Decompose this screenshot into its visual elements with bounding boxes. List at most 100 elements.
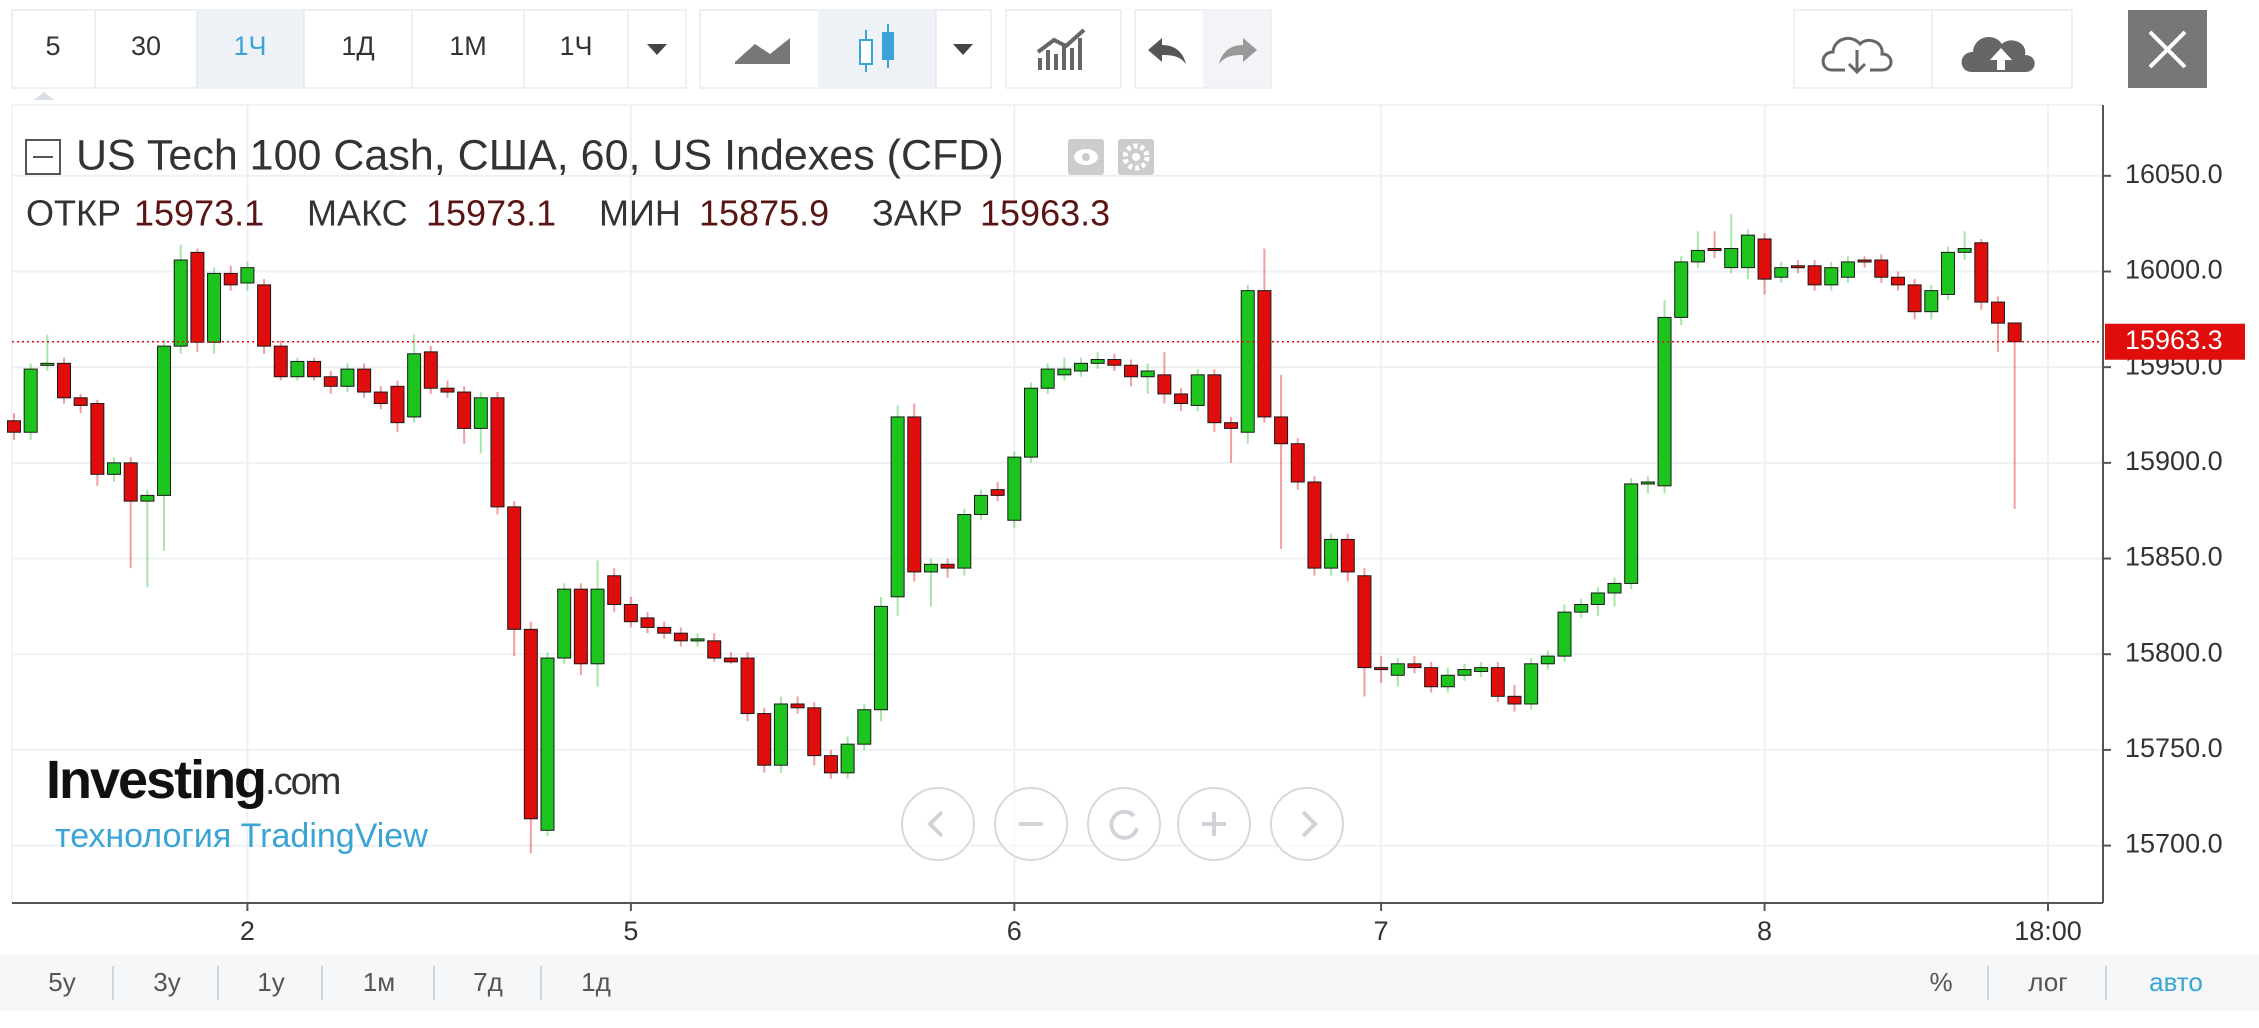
range-button[interactable]: 1д: [581, 967, 611, 997]
range-button[interactable]: 3y: [153, 967, 180, 997]
range-button[interactable]: 1м: [363, 967, 395, 997]
active-interval: [197, 11, 304, 87]
collapse-legend[interactable]: [25, 139, 61, 175]
candle-body: [1624, 483, 1639, 584]
range-button[interactable]: 5y: [48, 967, 75, 997]
candle-body: [790, 703, 805, 709]
interval-button[interactable]: 5: [45, 31, 60, 61]
ohlc-value: 15963.3: [980, 193, 1110, 234]
dropdown[interactable]: [647, 44, 667, 55]
candle-body: [1524, 663, 1539, 705]
candle-body: [1207, 374, 1222, 424]
axes: 15700.015750.015800.015850.015900.015950…: [240, 159, 2245, 946]
candle-body: [723, 657, 738, 663]
candle-body: [1440, 674, 1455, 688]
interval-group: [11, 9, 687, 89]
candle-body: [1357, 575, 1372, 669]
candle-body: [223, 272, 238, 286]
option-button[interactable]: %: [1929, 967, 1952, 997]
cloud-group: [1793, 9, 2073, 89]
interval-button[interactable]: 1Ч: [559, 31, 592, 61]
interval-button[interactable]: 1Ч: [233, 31, 266, 61]
undo-icon[interactable]: [1148, 38, 1186, 64]
candle-body: [1290, 443, 1305, 483]
candle-body: [290, 360, 305, 378]
scroll-right[interactable]: [1270, 787, 1344, 861]
candle-body: [1840, 261, 1855, 278]
range-button[interactable]: 7д: [473, 967, 503, 997]
candle-body: [807, 707, 822, 757]
candle-body: [273, 345, 288, 378]
candle-chart-icon[interactable]: [859, 24, 894, 72]
candle-body: [457, 391, 472, 429]
candle-body: [1157, 374, 1172, 395]
candle-body: [1990, 301, 2005, 324]
redo-icon[interactable]: [1219, 38, 1257, 64]
candle-body: [1774, 267, 1789, 278]
candle-body: [673, 632, 688, 642]
candle-body: [1324, 538, 1339, 569]
candle-body: [1190, 374, 1205, 406]
bottom-bar: [0, 955, 2259, 1011]
candle-body: [1807, 265, 1822, 286]
candle-body: [490, 397, 505, 508]
toolbar: 5 30 1Ч 1Д 1М 1Ч: [11, 9, 2207, 89]
candle-body: [823, 755, 838, 774]
active-chart-type: [818, 11, 936, 87]
ohlc-legend: ОТКР 15973.1 МАКС 15973.1 МИН 15875.9 ЗАКР 1596…: [26, 193, 1110, 234]
candle-body: [923, 563, 938, 573]
x-tick-label: 18:00: [2014, 916, 2082, 946]
candle-body: [857, 709, 872, 745]
candle-body: [373, 391, 388, 405]
candle-body: [1140, 370, 1155, 378]
candle-body: [1924, 290, 1939, 313]
candle-body: [1740, 234, 1755, 269]
candles: [7, 214, 2103, 854]
interval-button[interactable]: 1М: [449, 31, 487, 61]
interval-button[interactable]: 30: [131, 31, 161, 61]
candle-body: [1090, 359, 1105, 364]
candle-body: [1307, 481, 1322, 569]
candle-body: [707, 640, 722, 659]
candle-body: [107, 462, 122, 475]
candle-body: [890, 416, 905, 598]
cloud-load-icon[interactable]: [1821, 36, 1893, 75]
candle-body: [1457, 669, 1472, 676]
candle-body: [157, 345, 172, 496]
range-button[interactable]: 1y: [257, 967, 284, 997]
candle-body: [1790, 265, 1805, 269]
interval-button[interactable]: 1Д: [341, 31, 374, 61]
reset[interactable]: [1087, 787, 1161, 861]
candle-body: [1707, 248, 1722, 252]
candle-body: [23, 368, 38, 433]
candle-body: [1857, 259, 1872, 263]
collapse-arrow[interactable]: [34, 92, 54, 100]
candle-body: [390, 385, 405, 424]
candle-body: [1690, 249, 1705, 263]
option-button[interactable]: авто: [2149, 967, 2203, 997]
ohlc-value: 15973.1: [134, 193, 264, 234]
candle-body: [907, 416, 922, 573]
candle-body: [640, 617, 655, 628]
candle-body: [840, 743, 855, 774]
candle-body: [1957, 248, 1972, 253]
candle-body: [1040, 368, 1055, 389]
candle-body: [1390, 663, 1405, 676]
candle-body: [207, 272, 222, 343]
candle-body: [307, 360, 322, 378]
candle-body: [873, 605, 888, 711]
cloud-save-icon[interactable]: [1961, 37, 2035, 72]
candle-body: [573, 588, 588, 665]
candle-body: [1940, 251, 1955, 295]
area-chart-icon[interactable]: [735, 38, 790, 64]
scroll-left[interactable]: [901, 787, 975, 861]
candle-body: [657, 626, 672, 634]
y-tick-label: 15800.0: [2125, 637, 2223, 667]
ohlc-label: ЗАКР: [872, 193, 963, 234]
dropdown[interactable]: [953, 44, 973, 55]
candle-body: [940, 563, 955, 569]
candle-body: [1540, 655, 1555, 665]
candle-body: [1107, 359, 1122, 366]
option-button[interactable]: лог: [2028, 967, 2067, 997]
